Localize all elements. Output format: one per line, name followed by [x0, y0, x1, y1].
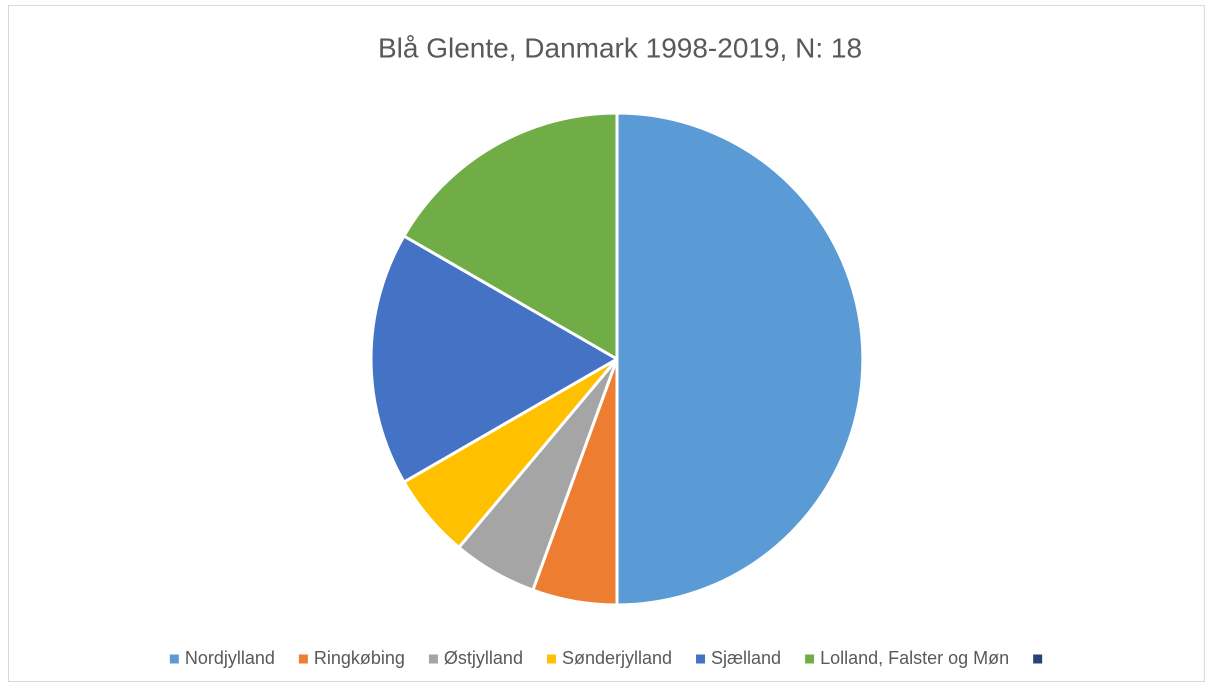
legend-label: Lolland, Falster og Møn	[820, 648, 1009, 668]
pie-slice	[402, 111, 619, 361]
legend-label: Nordjylland	[185, 648, 275, 668]
legend-swatch	[428, 654, 438, 664]
pie-slice	[615, 111, 865, 607]
legend-label: Sønderjylland	[562, 648, 672, 668]
pie	[369, 111, 865, 607]
legend-swatch	[298, 654, 308, 664]
legend-label: Østjylland	[444, 648, 523, 668]
legend-label: Sjælland	[711, 648, 781, 668]
legend-swatch	[169, 654, 179, 664]
legend-swatch	[546, 654, 556, 664]
legend-swatch	[1033, 654, 1043, 664]
legend-swatch	[805, 654, 815, 664]
legend-label: Ringkøbing	[314, 648, 405, 668]
legend: Nordjylland Ringkøbing Østjylland Sønderjyl…	[169, 648, 1043, 668]
legend-swatch	[696, 654, 706, 664]
pie-slice	[369, 234, 619, 484]
chart-title: Blå Glente, Danmark 1998-2019, N: 18	[378, 32, 862, 63]
